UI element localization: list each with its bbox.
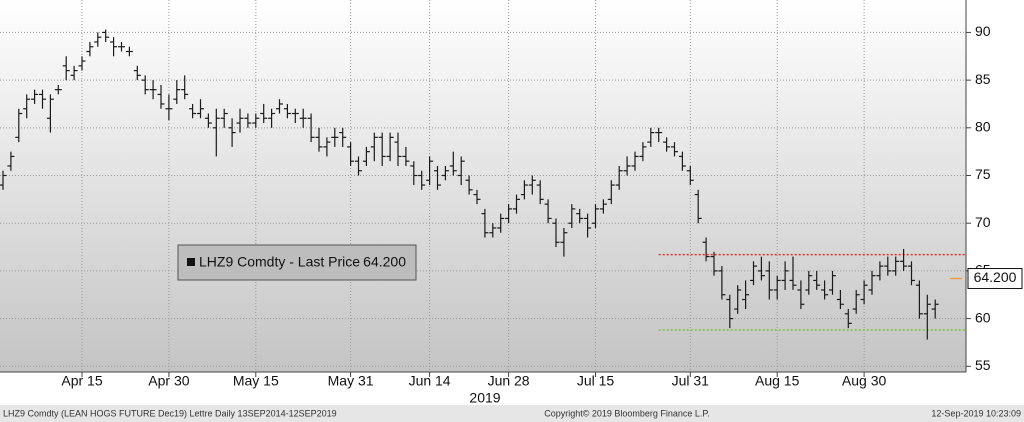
x-tick-label: Jul 15 bbox=[577, 373, 615, 389]
x-tick-label: Apr 30 bbox=[148, 373, 189, 389]
x-axis-year: 2019 bbox=[469, 390, 500, 406]
footer-band bbox=[0, 405, 1024, 422]
x-tick-label: Jun 28 bbox=[488, 373, 530, 389]
x-tick-label: Jun 14 bbox=[409, 373, 451, 389]
y-tick-label: 80 bbox=[975, 119, 991, 135]
last-price-label: 64.200 bbox=[974, 269, 1017, 285]
y-tick-label: 85 bbox=[975, 71, 991, 87]
legend-name: LHZ9 Comdty - Last Price bbox=[199, 254, 360, 270]
footer-center: Copyright© 2019 Bloomberg Finance L.P. bbox=[544, 408, 710, 418]
footer-right: 12-Sep-2019 10:23:09 bbox=[931, 408, 1021, 418]
y-tick-label: 90 bbox=[975, 23, 991, 39]
y-tick-label: 70 bbox=[975, 214, 991, 230]
x-tick-label: Jul 31 bbox=[672, 373, 710, 389]
y-tick-label: 75 bbox=[975, 166, 991, 182]
plot-background bbox=[0, 0, 966, 372]
y-tick-label: 55 bbox=[975, 357, 991, 373]
x-tick-label: Aug 30 bbox=[842, 373, 887, 389]
x-tick-label: May 31 bbox=[328, 373, 374, 389]
footer-left: LHZ9 Comdty (LEAN HOGS FUTURE Dec19) Let… bbox=[3, 408, 337, 418]
last-price-badge bbox=[967, 268, 1023, 290]
legend-swatch bbox=[187, 258, 195, 266]
x-tick-label: May 15 bbox=[233, 373, 279, 389]
x-tick-label: Apr 15 bbox=[61, 373, 102, 389]
legend-last: 64.200 bbox=[363, 254, 406, 270]
legend-box bbox=[177, 244, 417, 281]
y-tick-label: 60 bbox=[975, 309, 991, 325]
x-tick-label: Aug 15 bbox=[755, 373, 800, 389]
